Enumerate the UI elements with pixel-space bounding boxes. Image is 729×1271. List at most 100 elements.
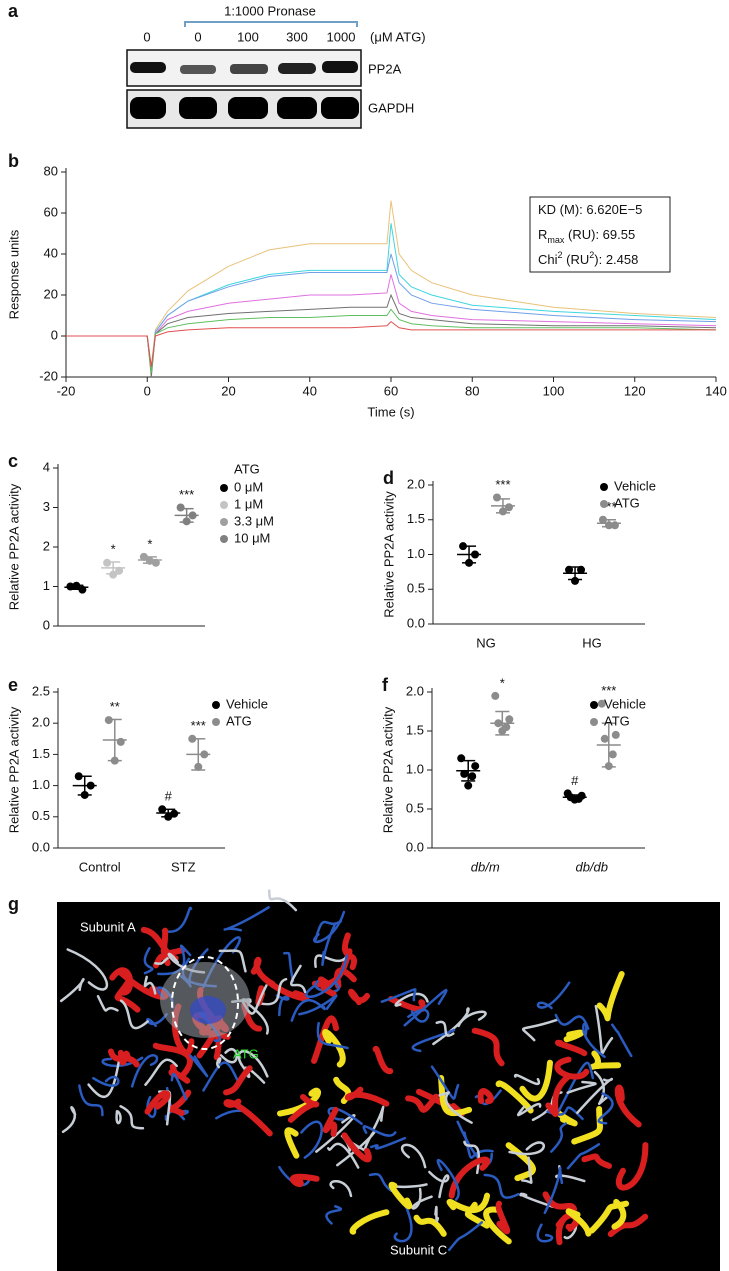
- ribbon: [495, 1200, 511, 1235]
- legend-swatch: [212, 718, 220, 726]
- ribbon: [300, 1120, 323, 1159]
- y-tick-label: 0.5: [406, 800, 424, 815]
- x-tick-label: 140: [705, 383, 727, 398]
- ribbon: [566, 1080, 597, 1094]
- ribbon: [571, 1106, 603, 1145]
- ribbon: [514, 1073, 541, 1086]
- y-axis-label: Response units: [6, 229, 21, 319]
- ribbon: [202, 1061, 240, 1092]
- legend-swatch: [220, 518, 228, 526]
- ribbon: [348, 988, 371, 1006]
- ribbon: [290, 999, 326, 1022]
- ribbon: [146, 1095, 157, 1118]
- data-point: [597, 699, 606, 708]
- data-point: [116, 737, 125, 746]
- y-tick-label: 1.0: [407, 546, 425, 561]
- ribbon: [394, 992, 429, 1007]
- sensorgram: [66, 293, 717, 378]
- data-point: [600, 734, 609, 743]
- ribbon: [311, 1015, 340, 1064]
- ribbon: [119, 1105, 145, 1130]
- y-tick-label: 1: [43, 578, 50, 593]
- ribbon: [428, 1170, 450, 1199]
- band: [228, 97, 268, 119]
- x-tick-label: 20: [221, 383, 235, 398]
- data-point: [608, 750, 617, 759]
- ribbon: [483, 1173, 520, 1199]
- legend-label: Vehicle: [226, 696, 268, 711]
- ribbon: [372, 1046, 394, 1075]
- category-label: db/db: [575, 859, 608, 874]
- ribbon: [589, 1050, 622, 1070]
- lane-label: 1000: [327, 29, 356, 44]
- y-tick-label: 2: [43, 538, 50, 553]
- y-tick-label: 0.0: [32, 839, 50, 854]
- legend-label: ATG: [614, 495, 640, 510]
- x-tick-label: 120: [624, 383, 646, 398]
- ribbon: [593, 1070, 610, 1106]
- ribbon: [92, 1075, 120, 1087]
- ribbon: [545, 1074, 571, 1117]
- ribbon: [78, 1084, 104, 1117]
- ribbon: [283, 951, 295, 983]
- ligand: [190, 996, 226, 1024]
- ribbon: [401, 1143, 427, 1169]
- ribbon: [505, 1142, 536, 1182]
- ribbon: [284, 1127, 300, 1159]
- y-tick-label: 1.0: [406, 761, 424, 776]
- ribbon: [144, 1058, 179, 1086]
- ribbon: [457, 1010, 487, 1028]
- sensorgram: [66, 200, 717, 367]
- legend-label: 10 μM: [234, 530, 270, 545]
- lane-label: 100: [237, 29, 259, 44]
- y-tick-label: 4: [43, 459, 50, 474]
- legend-swatch: [220, 484, 228, 492]
- band: [130, 97, 166, 119]
- ribbon: [434, 1205, 440, 1223]
- x-tick-label: 100: [543, 383, 565, 398]
- band: [278, 63, 316, 74]
- significance-label: ***: [601, 683, 616, 698]
- x-tick-label: 60: [384, 383, 398, 398]
- ribbon: [519, 1059, 553, 1102]
- data-point: [468, 772, 477, 781]
- y-tick-label: 0.5: [407, 581, 425, 596]
- ribbon: [388, 1181, 413, 1210]
- significance-label: *: [500, 675, 505, 690]
- annotation-box: [529, 196, 671, 273]
- x-tick-label: 0: [144, 383, 151, 398]
- ribbon: [576, 1077, 613, 1115]
- panel-label: g: [8, 894, 19, 914]
- ribbon: [143, 975, 157, 995]
- ribbon: [565, 1208, 592, 1237]
- y-tick-label: 80: [44, 163, 58, 178]
- subunit-label: Subunit A: [80, 919, 136, 934]
- ribbon: [305, 954, 348, 998]
- structure-panel: g Subunit A ATG Subunit C: [8, 889, 720, 1271]
- ribbon: [275, 994, 290, 1017]
- ribbon: [327, 1142, 360, 1169]
- ribbon: [372, 1105, 385, 1130]
- data-point: [471, 762, 480, 771]
- significance-label: ***: [191, 718, 206, 733]
- legend-label: 1 μM: [234, 496, 263, 511]
- ribbon: [237, 1050, 269, 1078]
- ligand-label: ATG: [233, 1046, 259, 1061]
- ribbon: [87, 1050, 122, 1098]
- unit-label: (μM ATG): [370, 29, 426, 44]
- ribbon: [536, 981, 571, 1010]
- ribbon: [380, 988, 417, 1003]
- data-point: [115, 566, 124, 575]
- row-label: PP2A: [368, 61, 402, 76]
- ribbon: [257, 977, 288, 1006]
- ribbon: [315, 1114, 356, 1153]
- category-label: Control: [79, 859, 121, 874]
- category-label: db/m: [471, 859, 500, 874]
- y-tick-label: 2.0: [407, 476, 425, 491]
- annotation: Chi2 (RU2): 2.458: [538, 250, 638, 267]
- y-tick-label: 0.5: [32, 808, 50, 823]
- ribbon: [313, 910, 346, 943]
- ribbon: [276, 1087, 321, 1117]
- ribbon: [437, 1091, 473, 1124]
